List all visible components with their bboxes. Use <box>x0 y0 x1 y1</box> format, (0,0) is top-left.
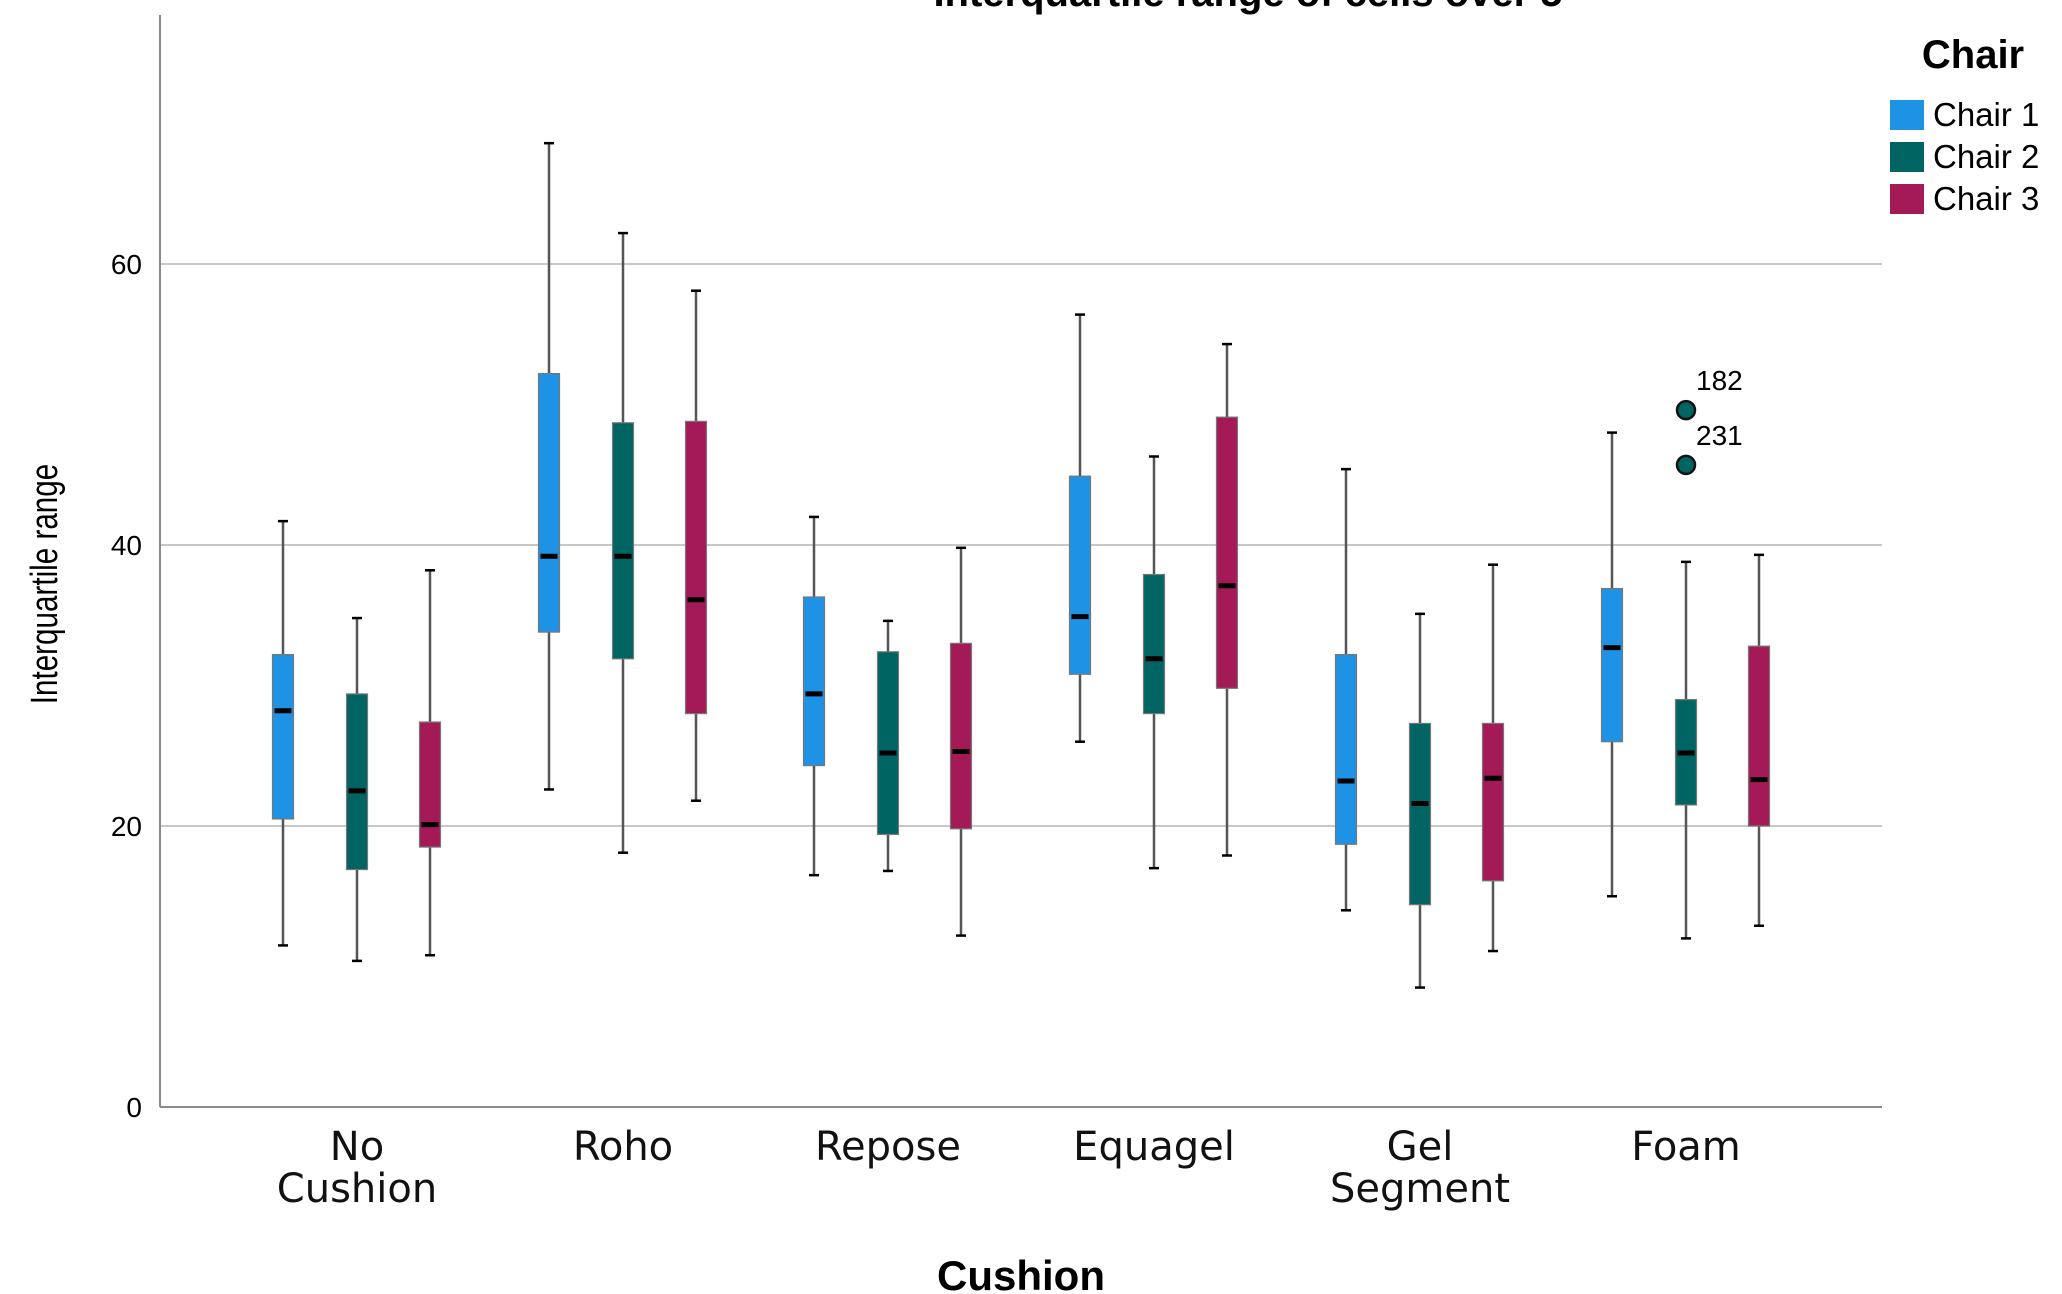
axes <box>159 15 1882 1108</box>
box-chair-1 <box>271 519 295 947</box>
x-tick-label-line: Segment <box>1330 1166 1510 1212</box>
x-tick-label: Roho <box>573 1124 673 1170</box>
x-tick-label-line: Gel <box>1387 1124 1454 1170</box>
iqr-box <box>802 596 826 767</box>
iqr-box <box>949 642 973 830</box>
x-tick-label: Equagel <box>1073 1124 1235 1170</box>
box-chair-3 <box>684 289 708 802</box>
outlier-label: 182 <box>1696 365 1743 396</box>
y-tick-label: 60 <box>111 249 142 280</box>
box-chair-3 <box>1481 563 1505 953</box>
legend-swatch <box>1890 184 1924 214</box>
x-tick-label: Gel Segment <box>1330 1124 1510 1212</box>
iqr-box <box>1068 475 1092 675</box>
box-chair-1 <box>1600 431 1624 898</box>
outlier-point <box>1675 399 1697 421</box>
x-tick-label-line: Cushion <box>277 1166 437 1212</box>
chart-title: Interquartile range of cells over 5 <box>933 0 1562 15</box>
y-axis-title: Interquartile range <box>24 464 66 704</box>
box-chair-1 <box>1334 467 1358 912</box>
iqr-box <box>1747 645 1771 827</box>
x-tick-label-line: Repose <box>815 1124 961 1170</box>
box-chair-2 <box>1142 455 1166 870</box>
iqr-box <box>1142 573 1166 715</box>
iqr-box <box>1600 587 1624 743</box>
y-tick-label: 40 <box>111 530 142 561</box>
legend-swatch <box>1890 100 1924 130</box>
outlier-label: 231 <box>1696 420 1743 451</box>
box-chair-1 <box>537 141 561 791</box>
iqr-box <box>418 721 442 848</box>
box-chair-2 <box>611 231 635 854</box>
iqr-box <box>271 653 295 820</box>
box-chair-3 <box>949 546 973 937</box>
box-chair-3 <box>1747 553 1771 928</box>
boxes: 182 231 <box>271 141 1771 989</box>
y-tick-label: 20 <box>111 811 142 842</box>
legend-title: Chair <box>1922 33 2024 77</box>
x-tick-label-line: Foam <box>1631 1124 1741 1170</box>
x-tick-label-line: Roho <box>573 1124 673 1170</box>
x-tick-label-line: Equagel <box>1073 1124 1235 1170</box>
x-tick-label: Repose <box>815 1124 961 1170</box>
box-chair-2: 182 231 <box>1674 365 1743 940</box>
iqr-box <box>1334 653 1358 845</box>
legend: Chair Chair 1 Chair 2 Chair 3 <box>1890 33 2039 217</box>
box-chair-3 <box>418 569 442 957</box>
iqr-box <box>1408 722 1432 906</box>
x-axis-title: Cushion <box>937 1252 1105 1294</box>
legend-swatch <box>1890 142 1924 172</box>
iqr-box <box>684 420 708 715</box>
y-tick-label: 0 <box>126 1092 142 1123</box>
box-chair-2 <box>876 619 900 873</box>
legend-label: Chair 1 <box>1933 96 2039 133</box>
box-chair-2 <box>345 616 369 963</box>
box-chair-2 <box>1408 612 1432 989</box>
legend-label: Chair 2 <box>1933 138 2039 175</box>
x-tick-label: Foam <box>1631 1124 1741 1170</box>
iqr-box <box>876 651 900 836</box>
legend-label: Chair 3 <box>1933 180 2039 217</box>
box-chair-1 <box>1068 313 1092 743</box>
labels: Interquartile range of cells over 5 Cush… <box>24 0 1741 1294</box>
iqr-box <box>537 372 561 633</box>
box-chair-3 <box>1215 342 1239 857</box>
x-tick-label: No Cushion <box>277 1124 437 1212</box>
iqr-box <box>611 422 635 660</box>
outlier-point <box>1675 454 1697 476</box>
iqr-box <box>1215 416 1239 689</box>
gridlines <box>160 263 1882 827</box>
box-chair-1 <box>802 515 826 877</box>
iqr-box <box>345 693 369 871</box>
iqr-box <box>1481 722 1505 882</box>
x-tick-label-line: No <box>330 1124 384 1170</box>
